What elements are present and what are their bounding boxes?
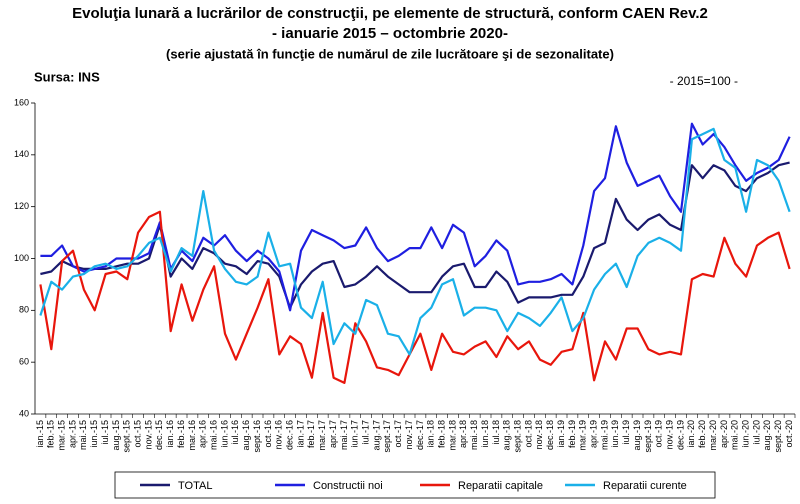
x-tick-label: mai.-19 <box>599 420 609 450</box>
x-tick-label: ian.-18 <box>426 420 436 448</box>
x-tick-label: iul.-15 <box>100 420 110 445</box>
x-tick-label: apr.-20 <box>719 420 729 448</box>
x-tick-label: dec.-15 <box>154 420 164 450</box>
x-tick-label: sept.-18 <box>513 420 523 453</box>
x-tick-label: mar.-20 <box>708 420 718 451</box>
y-tick-label: 100 <box>14 253 29 263</box>
x-tick-label: oct.-16 <box>263 420 273 448</box>
x-tick-label: mar.-16 <box>187 420 197 451</box>
x-tick-label: apr.-19 <box>589 420 599 448</box>
chart-note: (serie ajustată în funcţie de numărul de… <box>166 46 614 61</box>
x-tick-label: ian.-19 <box>556 420 566 448</box>
x-tick-label: mai.-15 <box>78 420 88 450</box>
legend-label: Reparatii capitale <box>458 480 543 492</box>
x-tick-label: feb.-19 <box>567 420 577 448</box>
x-tick-label: ian.-15 <box>35 420 45 448</box>
x-tick-label: mai.-16 <box>209 420 219 450</box>
x-tick-label: nov.-18 <box>534 420 544 449</box>
x-tick-label: aug.-16 <box>241 420 251 451</box>
x-tick-label: nov.-15 <box>143 420 153 449</box>
chart-title: Evoluţia lunară a lucrărilor de construc… <box>72 5 708 22</box>
x-tick-label: apr.-15 <box>67 420 77 448</box>
x-tick-label: dec.-19 <box>675 420 685 450</box>
x-tick-label: dec.-17 <box>415 420 425 450</box>
legend-label: TOTAL <box>178 480 212 492</box>
x-tick-label: mai.-20 <box>730 420 740 450</box>
series-line <box>39 127 791 356</box>
x-tick-label: oct.-15 <box>133 420 143 448</box>
x-tick-label: ian.-20 <box>686 420 696 448</box>
x-tick-label: sept.-20 <box>773 420 783 453</box>
x-tick-label: feb.-18 <box>437 420 447 448</box>
series-line <box>40 161 790 309</box>
x-tick-label: aug.-15 <box>111 420 121 451</box>
y-tick-label: 160 <box>14 97 29 107</box>
y-tick-label: 140 <box>14 149 29 159</box>
x-tick-label: iun.-19 <box>610 420 620 448</box>
source: Sursa: INS <box>34 69 100 84</box>
x-tick-label: mar.-19 <box>578 420 588 451</box>
x-tick-label: apr.-18 <box>458 420 468 448</box>
x-tick-label: sept.-15 <box>122 420 132 453</box>
x-tick-label: mai.-17 <box>339 420 349 450</box>
x-tick-label: iun.-18 <box>480 420 490 448</box>
x-tick-label: oct.-19 <box>654 420 664 448</box>
x-tick-label: dec.-16 <box>285 420 295 450</box>
x-tick-label: nov.-17 <box>404 420 414 449</box>
x-tick-label: iul.-16 <box>230 420 240 445</box>
x-tick-label: sept.-16 <box>252 420 262 453</box>
x-tick-label: feb.-15 <box>46 420 56 448</box>
x-tick-label: sept.-17 <box>382 420 392 453</box>
x-tick-label: oct.-20 <box>784 420 794 448</box>
x-tick-label: iun.-15 <box>89 420 99 448</box>
x-tick-label: mai.-18 <box>469 420 479 450</box>
x-tick-label: apr.-16 <box>198 420 208 448</box>
y-tick-label: 40 <box>19 408 29 418</box>
x-tick-label: feb.-16 <box>176 420 186 448</box>
x-tick-label: iun.-16 <box>219 420 229 448</box>
x-tick-label: iun.-17 <box>350 420 360 448</box>
x-tick-label: nov.-16 <box>274 420 284 449</box>
x-tick-label: aug.-20 <box>762 420 772 451</box>
series-line <box>40 122 791 312</box>
x-tick-label: mar.-17 <box>317 420 327 451</box>
series-line <box>39 210 791 384</box>
x-tick-label: oct.-18 <box>523 420 533 448</box>
x-tick-label: ian.-17 <box>295 420 305 448</box>
x-tick-label: dec.-18 <box>545 420 555 450</box>
chart-subtitle: - ianuarie 2015 – octombrie 2020- <box>272 25 508 42</box>
x-tick-label: aug.-17 <box>371 420 381 451</box>
x-tick-label: feb.-17 <box>306 420 316 448</box>
x-tick-label: iul.-18 <box>491 420 501 445</box>
x-tick-label: mar.-15 <box>57 420 67 451</box>
x-tick-label: mar.-18 <box>447 420 457 451</box>
x-tick-label: ian.-16 <box>165 420 175 448</box>
x-tick-label: aug.-19 <box>632 420 642 451</box>
legend-box <box>114 471 716 499</box>
y-tick-label: 80 <box>19 305 29 315</box>
x-tick-label: sept.-19 <box>643 420 653 453</box>
x-tick-label: feb.-20 <box>697 420 707 448</box>
x-tick-label: apr.-17 <box>328 420 338 448</box>
y-tick-label: 120 <box>14 201 29 211</box>
legend-label: Constructii noi <box>313 480 383 492</box>
x-tick-label: iul.-17 <box>361 420 371 445</box>
base-note: - 2015=100 - <box>670 74 738 88</box>
x-tick-label: aug.-18 <box>502 420 512 451</box>
legend-label: Reparatii curente <box>603 480 687 492</box>
x-tick-label: oct.-17 <box>393 420 403 448</box>
y-tick-label: 60 <box>19 357 29 367</box>
x-tick-label: iul.-20 <box>751 420 761 445</box>
x-tick-label: iun.-20 <box>741 420 751 448</box>
x-tick-label: nov.-19 <box>665 420 675 449</box>
x-tick-label: iul.-19 <box>621 420 631 445</box>
